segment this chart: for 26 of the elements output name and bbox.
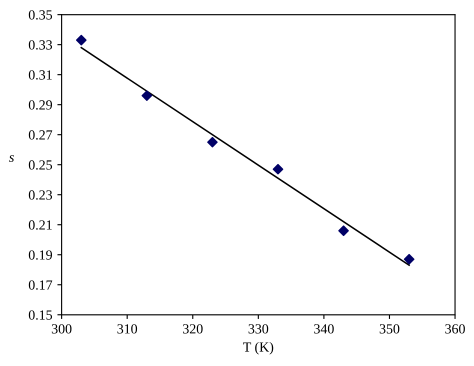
y-tick-label: 0.23 xyxy=(28,190,52,200)
y-tick-label: 0.19 xyxy=(28,250,52,260)
y-tick-label: 0.27 xyxy=(28,130,52,140)
point xyxy=(142,90,152,101)
x-axis-title: T (K) xyxy=(243,342,274,355)
x-tick-label: 360 xyxy=(445,324,465,334)
y-axis-title: s xyxy=(9,155,14,162)
x-tick-label: 350 xyxy=(380,324,400,334)
y-tick-label: 0.29 xyxy=(28,100,52,110)
x-tick-label: 330 xyxy=(248,324,268,334)
point xyxy=(404,254,414,265)
point xyxy=(272,164,284,175)
x-tick-label: 300 xyxy=(52,324,72,334)
y-tick-label: 0.15 xyxy=(28,310,52,320)
y-tick-label: 0.25 xyxy=(28,160,52,170)
y-tick-label: 0.17 xyxy=(28,280,52,290)
x-tick-label: 320 xyxy=(183,324,203,334)
x-tick-label: 310 xyxy=(117,324,138,334)
point xyxy=(76,34,87,46)
y-tick-label: 0.31 xyxy=(28,70,52,80)
point xyxy=(338,225,349,236)
point xyxy=(207,136,218,148)
x-tick-label: 340 xyxy=(314,324,334,334)
y-tick-label: 0.21 xyxy=(28,220,52,230)
y-tick-label: 0.33 xyxy=(28,40,52,50)
y-tick-label: 0.35 xyxy=(28,10,52,20)
